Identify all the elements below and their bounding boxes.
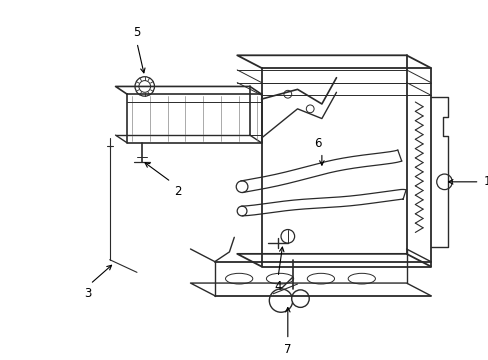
Circle shape xyxy=(305,105,313,113)
Ellipse shape xyxy=(266,273,293,284)
Text: 2: 2 xyxy=(174,185,181,198)
Text: 1: 1 xyxy=(483,175,488,188)
Ellipse shape xyxy=(236,181,247,193)
Circle shape xyxy=(281,230,294,243)
Ellipse shape xyxy=(306,273,334,284)
Text: 6: 6 xyxy=(314,137,321,150)
Circle shape xyxy=(135,77,154,96)
Ellipse shape xyxy=(347,273,375,284)
Text: 4: 4 xyxy=(274,280,281,293)
Ellipse shape xyxy=(225,273,252,284)
Circle shape xyxy=(269,289,292,312)
Text: 5: 5 xyxy=(133,26,141,39)
Circle shape xyxy=(436,174,451,190)
Circle shape xyxy=(291,290,308,307)
Circle shape xyxy=(139,81,150,92)
Circle shape xyxy=(284,90,291,98)
Text: 7: 7 xyxy=(284,343,291,356)
Ellipse shape xyxy=(237,206,246,216)
Text: 3: 3 xyxy=(84,287,92,300)
